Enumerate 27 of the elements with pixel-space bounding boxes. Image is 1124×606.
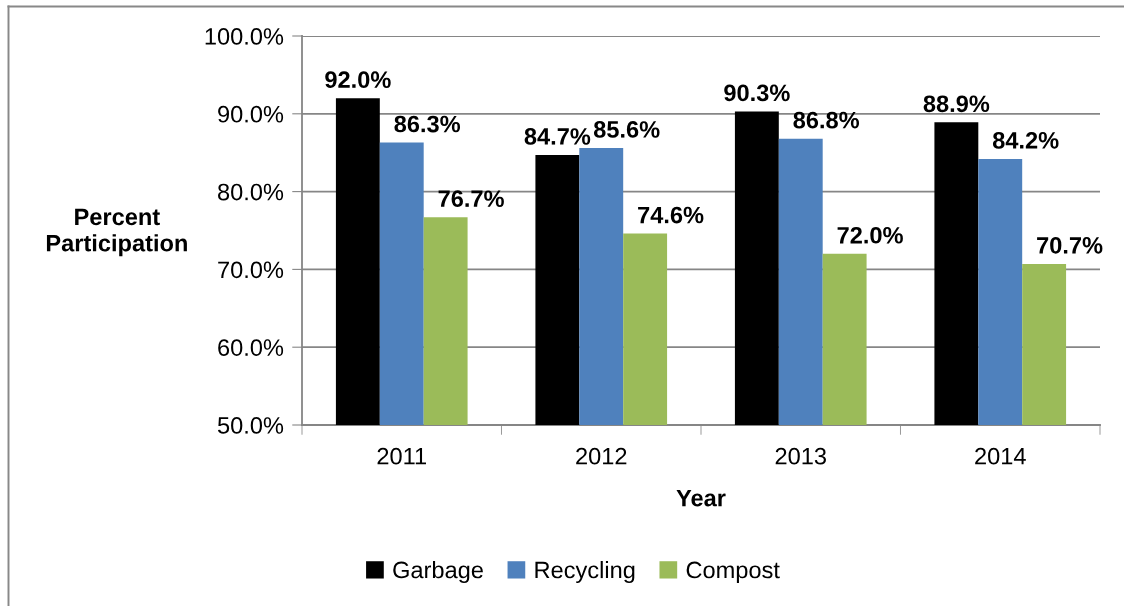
data-label: 88.9% <box>923 95 990 113</box>
x-tick-label: 2014 <box>975 447 1026 465</box>
data-label: 85.6% <box>593 121 660 138</box>
y-tick-label: 90.0% <box>218 105 284 123</box>
x-tick-label: 2011 <box>377 447 426 465</box>
data-label: 70.7% <box>1037 237 1103 254</box>
y-tick-label: 60.0% <box>218 339 284 356</box>
legend-label: Recycling <box>535 560 635 583</box>
legend-label: Compost <box>686 561 780 583</box>
data-label: 86.8% <box>793 111 860 129</box>
data-label: 72.0% <box>837 226 903 244</box>
y-tick-label: 50.0% <box>217 417 284 434</box>
legend-label: Garbage <box>393 560 483 583</box>
x-tick-label: 2012 <box>576 447 627 465</box>
y-tick-label: 100.0% <box>205 28 284 45</box>
data-label: 86.3% <box>394 115 461 133</box>
x-axis-title: Year <box>676 489 726 507</box>
y-axis-title: Percent Participation <box>46 208 187 257</box>
data-label: 76.7% <box>438 190 504 208</box>
data-label: 84.7% <box>524 128 591 145</box>
y-tick-label: 80.0% <box>218 183 284 201</box>
data-label: 74.6% <box>638 206 704 224</box>
data-label: 92.0% <box>325 71 391 89</box>
data-label: 90.3% <box>724 84 790 102</box>
x-tick-label: 2013 <box>775 447 826 465</box>
data-label: 84.2% <box>992 131 1059 149</box>
y-tick-label: 70.0% <box>218 261 284 279</box>
